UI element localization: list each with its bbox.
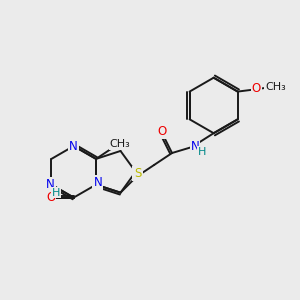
Text: N: N bbox=[46, 178, 55, 191]
Text: O: O bbox=[46, 191, 56, 204]
Text: N: N bbox=[94, 176, 102, 189]
Text: N: N bbox=[93, 178, 101, 191]
Text: O: O bbox=[158, 125, 167, 138]
Text: CH₃: CH₃ bbox=[110, 139, 130, 149]
Text: N: N bbox=[133, 167, 142, 180]
Text: H: H bbox=[198, 147, 206, 157]
Text: N: N bbox=[69, 140, 78, 152]
Text: S: S bbox=[135, 167, 142, 180]
Text: N: N bbox=[190, 140, 199, 153]
Text: O: O bbox=[252, 82, 261, 95]
Text: CH₃: CH₃ bbox=[265, 82, 286, 92]
Text: H: H bbox=[52, 188, 61, 198]
